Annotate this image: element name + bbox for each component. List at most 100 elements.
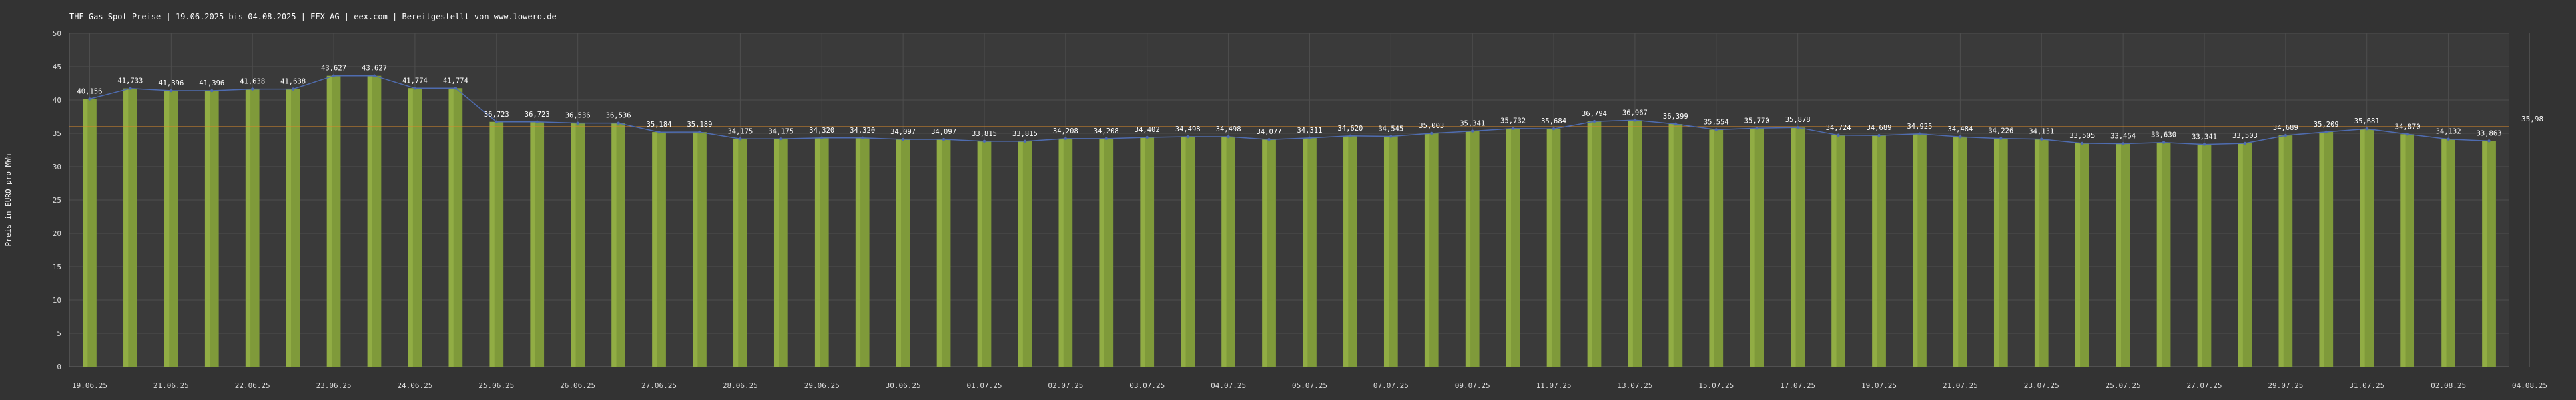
trend-point — [129, 87, 132, 90]
bar — [1181, 137, 1195, 367]
y-tick-label: 10 — [53, 296, 61, 305]
data-label: 41,638 — [240, 78, 265, 86]
trend-point — [779, 137, 783, 141]
trend-point — [2447, 137, 2450, 141]
trend-point — [2365, 127, 2368, 131]
bar — [1709, 129, 1724, 367]
trend-point — [454, 87, 458, 90]
bar — [1383, 136, 1398, 367]
bar — [652, 132, 666, 367]
bar — [2034, 139, 2049, 367]
x-tick-label: 23.06.25 — [316, 381, 352, 390]
bar — [1506, 128, 1520, 367]
trend-point — [2040, 137, 2043, 141]
data-label: 34,175 — [768, 127, 793, 135]
bar — [611, 123, 625, 367]
bar — [1587, 121, 1602, 367]
x-tick-label: 15.07.25 — [1698, 381, 1734, 390]
data-label: 34,175 — [727, 127, 753, 135]
trend-point — [1959, 135, 1962, 139]
x-tick-label: 21.06.25 — [153, 381, 189, 390]
bar — [1791, 127, 1805, 367]
bar-highlight — [2482, 141, 2487, 367]
data-label: 34,689 — [1867, 124, 1892, 132]
bar-highlight — [1424, 133, 1430, 367]
y-tick-label: 50 — [53, 29, 61, 38]
trend-point — [170, 89, 173, 93]
bar-highlight — [2278, 135, 2284, 367]
trend-point — [1511, 127, 1515, 130]
bar — [1872, 135, 1886, 367]
data-label: 34,208 — [1094, 127, 1119, 135]
trend-point — [1471, 129, 1474, 133]
trend-point — [1918, 132, 1921, 135]
bar-highlight — [1993, 138, 1999, 367]
trend-point — [2284, 133, 2288, 137]
data-label: 35,681 — [2354, 117, 2380, 125]
data-label: 35,189 — [687, 121, 712, 129]
bar — [855, 137, 870, 367]
data-label: 34,311 — [1297, 127, 1322, 135]
data-label: 33,863 — [2477, 129, 2502, 137]
y-tick-label: 20 — [53, 229, 61, 238]
data-label: 34,132 — [2436, 128, 2461, 136]
bar-highlight — [1506, 128, 1512, 367]
data-label: 41,396 — [199, 79, 224, 87]
data-label: 41,774 — [402, 77, 428, 85]
data-label: 34,498 — [1175, 125, 1201, 133]
bar — [1303, 137, 1317, 367]
bar — [1465, 131, 1480, 367]
trend-point — [495, 120, 498, 123]
trend-point — [982, 139, 986, 143]
data-label: 41,733 — [117, 77, 143, 85]
bar-highlight — [408, 88, 413, 367]
x-tick-label: 26.06.25 — [560, 381, 595, 390]
data-label: 33,503 — [2232, 132, 2258, 140]
bar-highlight — [2197, 144, 2202, 367]
bar — [204, 91, 219, 367]
bar-highlight — [1465, 131, 1471, 367]
trend-point — [413, 87, 417, 90]
trend-point — [1552, 127, 1556, 131]
trend-point — [1837, 133, 1840, 137]
bar — [1668, 124, 1683, 367]
y-tick-label: 40 — [53, 96, 61, 105]
bar-highlight — [1303, 137, 1308, 367]
y-tick-label: 35 — [53, 129, 61, 138]
bar — [1913, 133, 1927, 367]
bar-highlight — [245, 89, 251, 367]
x-tick-label: 30.06.25 — [886, 381, 921, 390]
bar — [1058, 138, 1073, 367]
data-label: 43,627 — [362, 65, 387, 73]
bar — [123, 88, 137, 367]
data-label: 41,774 — [443, 77, 468, 85]
trend-point — [1633, 119, 1637, 122]
trend-point — [1064, 137, 1068, 141]
bar — [571, 123, 585, 367]
trend-point — [698, 130, 701, 134]
data-label: 35,770 — [1744, 117, 1770, 125]
bar — [286, 89, 300, 367]
data-label: 34,402 — [1135, 126, 1160, 134]
data-label: 35,732 — [1500, 117, 1526, 125]
bar — [83, 99, 97, 367]
bar-highlight — [1750, 128, 1755, 367]
data-label: 35,003 — [1419, 122, 1444, 130]
bar-highlight — [1383, 136, 1389, 367]
bar — [936, 139, 951, 367]
data-label: 33,815 — [972, 130, 997, 138]
data-label: 35,554 — [1704, 118, 1729, 126]
bar — [2319, 131, 2334, 367]
bar-highlight — [367, 75, 372, 367]
bar — [326, 75, 341, 367]
bar-highlight — [936, 139, 942, 367]
trend-point — [2487, 139, 2491, 143]
trend-point — [1999, 137, 2003, 140]
bar — [896, 139, 910, 367]
trend-point — [1674, 122, 1678, 126]
x-tick-label: 29.06.25 — [804, 381, 840, 390]
x-tick-label: 13.07.25 — [1617, 381, 1652, 390]
bar-highlight — [1181, 137, 1186, 367]
bar — [2400, 134, 2415, 367]
bar-highlight — [855, 137, 861, 367]
